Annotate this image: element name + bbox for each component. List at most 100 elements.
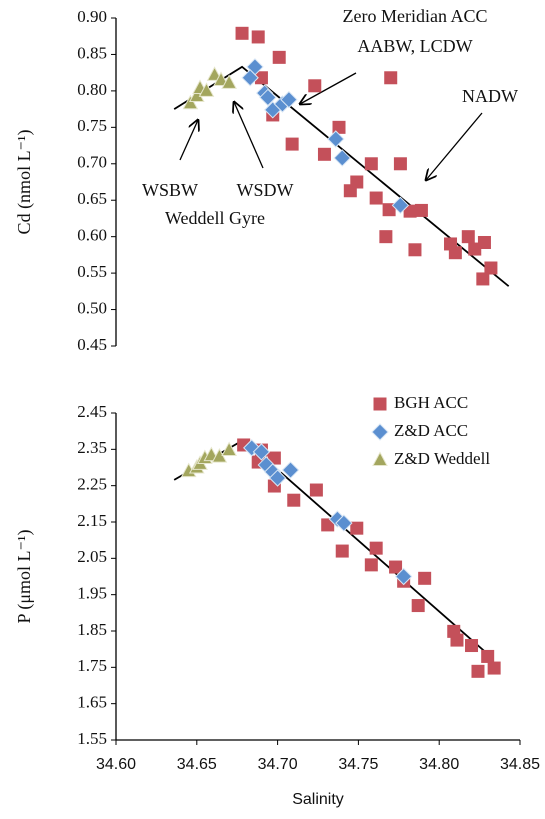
diamond-marker	[252, 443, 271, 461]
square-marker	[382, 203, 396, 217]
y-tick-label: 1.95	[77, 584, 107, 603]
square-marker	[450, 633, 464, 647]
square-marker	[369, 541, 383, 555]
diamond-marker	[394, 567, 413, 586]
square-marker	[389, 560, 403, 574]
x-tick-label: 34.85	[500, 756, 540, 773]
y-tick-label: 0.90	[77, 7, 107, 26]
y-tick-label: 0.45	[77, 335, 107, 354]
square-marker	[309, 483, 323, 497]
y-tick-label: 0.85	[77, 43, 107, 62]
diamond-marker	[391, 196, 410, 215]
y-tick-label: 0.60	[77, 226, 107, 245]
square-marker	[369, 191, 383, 205]
diamond-marker	[371, 423, 389, 441]
triangle-marker	[213, 71, 229, 86]
arrow	[426, 112, 483, 180]
x-tick-label: 34.75	[338, 756, 378, 773]
annotation: WSDW	[237, 180, 294, 200]
annotation: WSBW	[142, 180, 198, 200]
square-marker	[364, 157, 378, 171]
diamond-marker	[335, 514, 353, 532]
legend-label: Z&D ACC	[394, 421, 468, 440]
y-axis-label: Cd (nmol L⁻¹)	[14, 130, 35, 235]
arrow	[300, 72, 357, 104]
square-marker	[343, 184, 357, 198]
square-marker	[465, 639, 479, 653]
annotation: Zero Meridian ACC	[343, 6, 488, 26]
legend-label: Z&D Weddell	[394, 449, 490, 468]
square-marker	[321, 518, 335, 532]
square-marker	[484, 261, 498, 275]
square-marker	[308, 79, 322, 93]
square-marker	[411, 599, 425, 613]
diamond-marker	[281, 461, 300, 479]
square-marker	[373, 397, 387, 411]
square-marker	[408, 243, 422, 257]
square-marker	[287, 493, 301, 507]
y-tick-label: 1.75	[77, 656, 107, 675]
annotation: Weddell Gyre	[165, 208, 265, 228]
triangle-marker	[372, 451, 388, 466]
square-marker	[393, 157, 407, 171]
y-tick-label: 1.55	[77, 729, 107, 748]
x-tick-label: 34.65	[177, 756, 217, 773]
square-marker	[476, 272, 490, 286]
diamond-marker	[333, 149, 351, 167]
diamond-marker	[280, 90, 298, 109]
triangle-marker	[198, 82, 215, 97]
square-marker	[235, 26, 249, 40]
x-axis-label: Salinity	[292, 791, 344, 808]
x-tick-label: 34.60	[96, 756, 136, 773]
y-tick-label: 1.85	[77, 620, 107, 639]
diamond-marker	[259, 88, 277, 107]
y-tick-label: 2.25	[77, 475, 107, 494]
square-marker	[477, 235, 491, 249]
arrow	[234, 102, 264, 169]
y-tick-label: 1.65	[77, 693, 107, 712]
square-marker	[448, 246, 462, 260]
y-tick-label: 2.45	[77, 402, 107, 421]
square-marker	[471, 664, 485, 678]
triangle-marker	[221, 441, 237, 457]
square-marker	[272, 50, 286, 64]
x-tick-label: 34.80	[419, 756, 459, 773]
y-tick-label: 2.05	[77, 547, 107, 566]
diamond-marker	[327, 130, 345, 148]
fit-line	[173, 438, 494, 659]
diamond-marker	[241, 69, 259, 87]
square-marker	[418, 571, 432, 585]
square-marker	[317, 147, 331, 161]
square-marker	[364, 558, 378, 572]
arrow	[179, 120, 198, 161]
square-marker	[414, 203, 428, 217]
square-marker	[285, 137, 299, 151]
y-tick-label: 0.50	[77, 298, 107, 317]
square-marker	[487, 661, 501, 675]
triangle-marker	[221, 74, 237, 89]
y-axis-label: P (μmol L⁻¹)	[14, 530, 35, 624]
square-marker	[254, 71, 268, 85]
annotation: NADW	[462, 86, 518, 106]
x-tick-label: 34.70	[258, 756, 298, 773]
y-tick-label: 0.80	[77, 80, 107, 99]
y-tick-label: 0.65	[77, 189, 107, 208]
square-marker	[384, 71, 398, 85]
square-marker	[461, 230, 475, 244]
y-tick-label: 0.75	[77, 116, 107, 135]
square-marker	[379, 230, 393, 244]
square-marker	[335, 544, 349, 558]
square-marker	[251, 30, 265, 44]
square-marker	[403, 204, 417, 218]
diamond-marker	[268, 469, 287, 487]
legend-label: BGH ACC	[394, 393, 468, 412]
annotation-arrows	[179, 72, 483, 180]
y-tick-label: 0.70	[77, 153, 107, 172]
triangle-marker	[182, 94, 199, 110]
square-marker	[481, 649, 495, 663]
y-tick-label: 0.55	[77, 262, 107, 281]
annotation: AABW, LCDW	[357, 36, 472, 56]
y-tick-label: 2.15	[77, 511, 107, 530]
square-marker	[350, 521, 364, 535]
